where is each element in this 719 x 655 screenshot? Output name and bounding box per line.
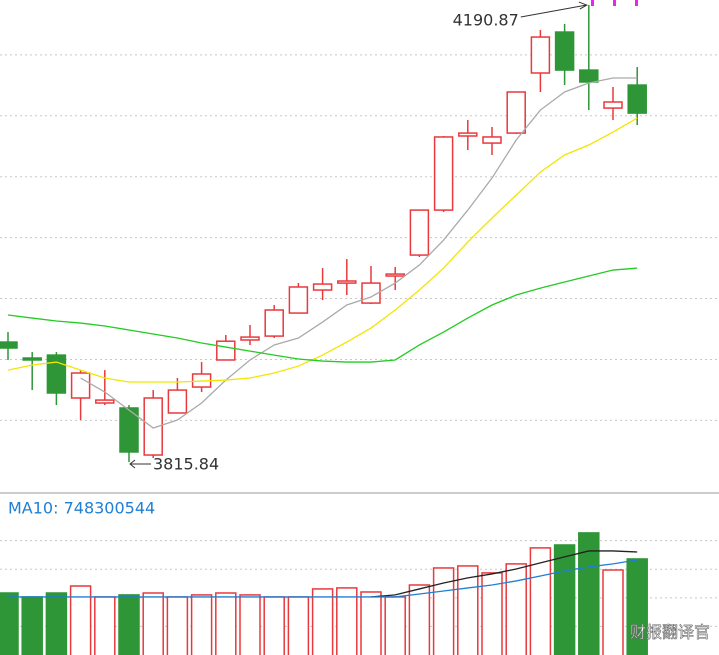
volume-bar (529, 547, 552, 655)
volume-bar (336, 587, 358, 655)
candle-body (337, 280, 357, 284)
annotation-arrow (129, 459, 151, 469)
marker (613, 0, 616, 6)
candle-body (409, 209, 430, 256)
candle-body (167, 389, 188, 414)
volume-label: MA10: 748300544 (8, 499, 155, 518)
volume-bar (481, 572, 503, 655)
volume-bar (166, 596, 189, 655)
candle-body (143, 397, 163, 456)
volume-ma-line (8, 559, 638, 598)
candle-body (627, 84, 647, 114)
volume-bar (94, 596, 116, 655)
ma-line (7, 117, 638, 383)
volume-bar (215, 592, 237, 655)
volume-bar (69, 585, 92, 655)
annotation-arrow (520, 1, 588, 18)
volume-bar (45, 592, 68, 655)
candle-body (264, 309, 284, 337)
watermark: 财报翻译官 (630, 623, 710, 642)
candle-body (216, 340, 236, 361)
volume-bar (408, 584, 431, 655)
candle-body (0, 341, 18, 349)
high-annotation: 4190.87 (453, 11, 519, 30)
ma-line (80, 77, 638, 429)
candle-body (312, 283, 333, 291)
candle-body (95, 399, 115, 404)
low-annotation: 3815.84 (153, 455, 219, 474)
candle-body (603, 101, 623, 109)
volume-bar (118, 594, 140, 655)
marker (591, 0, 594, 6)
volume-bar (287, 596, 310, 655)
candle-body (288, 286, 309, 314)
volume-bar (553, 544, 576, 655)
ma-line (7, 267, 638, 363)
candle-body (482, 136, 502, 144)
volume-bar (190, 594, 213, 655)
candle-body (385, 273, 405, 277)
volume-bar (0, 592, 19, 655)
marker (635, 0, 638, 6)
candle-body (579, 69, 599, 83)
volume-bar (578, 532, 600, 655)
candle-body (433, 136, 454, 211)
candle-body (240, 336, 260, 341)
volume-bar (239, 594, 261, 655)
candle-body (530, 36, 551, 74)
volume-bar (602, 569, 624, 655)
volume-bar (21, 596, 43, 655)
volume-bar (384, 596, 406, 655)
candle-body (119, 407, 139, 453)
volume-bar (626, 558, 648, 655)
candle-body (46, 354, 67, 394)
candle-body (458, 132, 478, 137)
volume-bar (311, 588, 334, 655)
candle-body (22, 357, 42, 361)
candle-body (554, 31, 575, 71)
volume-bar (263, 596, 285, 655)
volume-bar (142, 592, 164, 655)
volume-bar (360, 591, 382, 655)
volume-ma-line (370, 550, 638, 598)
volume-bar (505, 563, 527, 655)
candle-body (70, 372, 91, 399)
candle-body (506, 91, 526, 134)
